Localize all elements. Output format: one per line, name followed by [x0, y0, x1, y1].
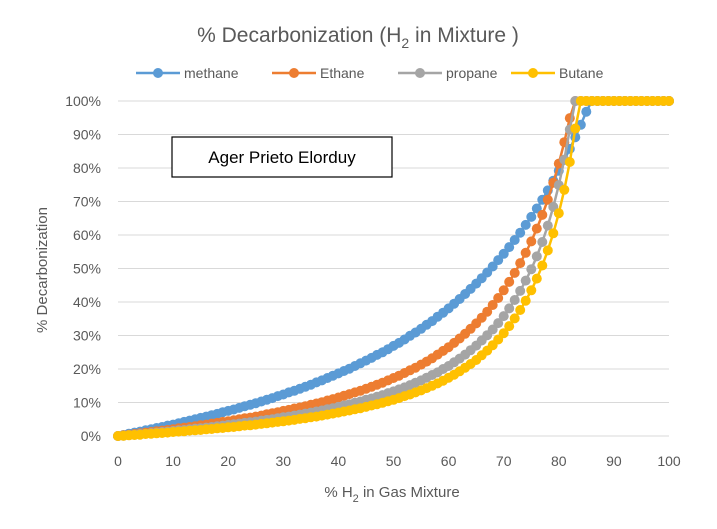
legend-marker: [528, 68, 538, 78]
data-point: [504, 321, 515, 332]
y-tick-label: 50%: [73, 261, 101, 277]
y-tick-label: 100%: [65, 93, 101, 109]
data-point: [493, 293, 504, 303]
data-point: [559, 184, 570, 195]
data-point: [553, 208, 564, 219]
y-tick-label: 0%: [81, 428, 101, 444]
data-point: [537, 260, 548, 271]
data-point: [664, 96, 674, 106]
x-tick-label: 70: [496, 453, 512, 469]
x-tick-label: 100: [657, 453, 681, 469]
x-label-subscript: 2: [353, 493, 359, 505]
y-tick-label: 20%: [73, 361, 101, 377]
x-tick-label: 80: [551, 453, 567, 469]
x-tick-labels: 0 10 20 30 40 50 60 70 80 90 100: [114, 453, 681, 469]
data-point: [526, 285, 537, 296]
data-point: [482, 306, 493, 317]
legend-label: propane: [446, 65, 498, 81]
data-point: [537, 209, 548, 220]
legend-item: propane: [398, 65, 498, 81]
x-tick-label: 50: [386, 453, 402, 469]
x-tick-label: 30: [276, 453, 292, 469]
legend-marker: [415, 68, 425, 78]
y-tick-label: 40%: [73, 294, 101, 310]
data-point: [531, 223, 542, 234]
legend-item: methane: [136, 65, 239, 81]
legend-marker: [289, 68, 299, 78]
data-point: [498, 285, 509, 296]
legend-label: Ethane: [320, 65, 365, 81]
data-point: [531, 273, 542, 284]
x-tick-label: 60: [441, 453, 457, 469]
y-tick-label: 80%: [73, 160, 101, 176]
data-point: [520, 219, 531, 230]
legend-label: Butane: [559, 65, 604, 81]
data-point: [509, 313, 520, 324]
title-end: in Mixture ): [409, 24, 519, 47]
legend-item: Butane: [511, 65, 604, 81]
data-point: [581, 106, 592, 117]
y-axis-label: % Decarbonization: [34, 207, 51, 333]
x-axis-label: % H2 in Gas Mixture: [324, 484, 459, 505]
data-point: [515, 258, 526, 269]
data-point: [509, 235, 520, 245]
legend: methane Ethane propane Butane: [136, 65, 604, 81]
y-tick-label: 70%: [73, 194, 101, 210]
data-point: [526, 211, 537, 222]
data-point: [515, 305, 526, 315]
data-point: [526, 236, 537, 247]
data-point: [504, 303, 515, 314]
legend-label: methane: [184, 65, 239, 81]
data-point: [520, 295, 531, 306]
data-point: [526, 264, 537, 275]
y-tick-label: 10%: [73, 395, 101, 411]
data-point: [542, 194, 553, 205]
data-point: [542, 220, 553, 231]
data-point: [537, 237, 548, 247]
data-point: [504, 242, 515, 253]
plot-series: [113, 96, 674, 441]
annotation-text: Ager Prieto Elorduy: [208, 148, 356, 167]
y-tick-label: 60%: [73, 227, 101, 243]
legend-item: Ethane: [272, 65, 365, 81]
y-tick-label: 30%: [73, 328, 101, 344]
data-point: [487, 300, 498, 310]
x-label-rest: in Gas Mixture: [359, 484, 460, 501]
x-tick-label: 90: [606, 453, 622, 469]
data-point: [498, 248, 509, 259]
y-tick-label: 90%: [73, 127, 101, 143]
data-point: [520, 247, 531, 258]
x-tick-label: 0: [114, 453, 122, 469]
data-point: [570, 123, 581, 134]
data-point: [493, 318, 504, 329]
chart-title: % Decarbonization (H2 in Mixture ): [197, 24, 519, 51]
x-tick-label: 10: [165, 453, 181, 469]
series-butane: [113, 96, 674, 441]
legend-marker: [153, 68, 163, 78]
data-point: [509, 267, 520, 278]
annotation-box: [171, 136, 393, 178]
data-point: [498, 311, 509, 322]
data-point: [548, 228, 559, 239]
data-point: [542, 245, 553, 256]
y-tick-labels: 0% 10% 20% 30% 40% 50% 60% 70% 80% 90% 100%: [65, 93, 101, 444]
data-point: [504, 276, 515, 287]
data-point: [515, 227, 526, 238]
data-point: [509, 295, 520, 305]
data-point: [531, 251, 542, 262]
data-point: [520, 275, 531, 286]
data-point: [564, 157, 575, 167]
data-point: [498, 328, 509, 339]
data-point: [515, 285, 526, 296]
x-tick-label: 20: [220, 453, 236, 469]
x-tick-label: 40: [331, 453, 347, 469]
title-subscript: 2: [401, 35, 409, 51]
